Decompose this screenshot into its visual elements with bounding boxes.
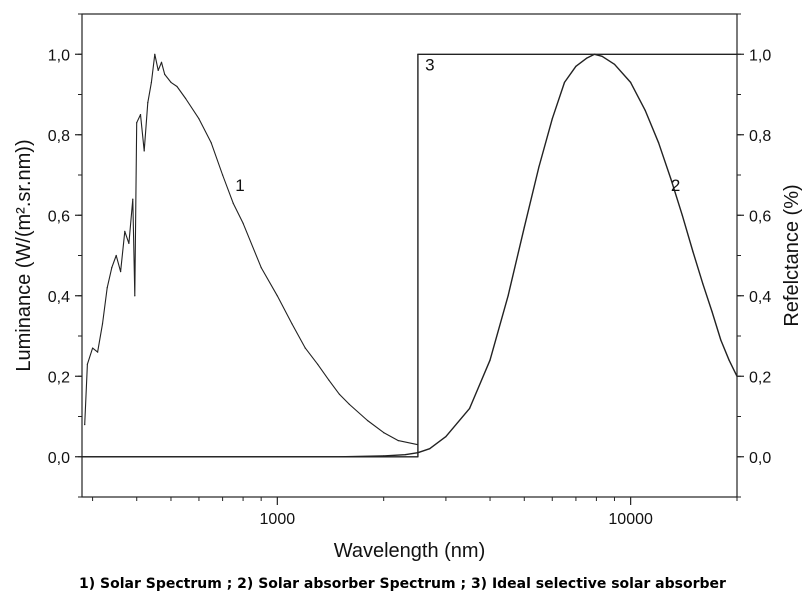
x-tick-label: 1000 [260, 511, 296, 528]
series-1-point [128, 242, 130, 244]
figure-caption: 1) Solar Spectrum ; 2) Solar absorber Sp… [79, 576, 726, 592]
series-2-point [585, 57, 588, 59]
series-1-point [147, 102, 149, 104]
series-1-point [97, 351, 99, 353]
series-1-point [111, 267, 113, 269]
y-right-axis-label: Refelctance (%) [781, 184, 803, 326]
series-2-point [563, 81, 566, 83]
series-1-point [260, 267, 262, 269]
series-3-point [417, 456, 419, 458]
series-2-point [523, 226, 525, 228]
series-1-point [132, 198, 134, 200]
series-1-point [86, 363, 88, 365]
series-2-point [630, 81, 632, 83]
series-1-point [328, 379, 330, 381]
y-right-tick-label: 0,4 [749, 289, 771, 306]
series-1-point [124, 230, 126, 232]
series-layer [81, 53, 738, 458]
y-left-tick-label: 0,6 [48, 208, 70, 225]
series-2-point [613, 63, 616, 65]
y-left-tick-label: 0,2 [48, 369, 70, 386]
series-1-point [139, 114, 142, 116]
series-2-point [507, 295, 509, 297]
y-right-tick-label: 1,0 [749, 47, 771, 64]
series-2-label: 2 [671, 176, 680, 195]
y-right-tick-label: 0,8 [749, 128, 771, 145]
series-1-point [84, 424, 86, 426]
series-1-point [317, 363, 319, 365]
series-1-point [157, 69, 159, 71]
series-1-point [101, 323, 104, 325]
series-2-point [644, 110, 646, 112]
series-1-point [92, 347, 94, 349]
labels-layer: 0,0 0,0 0,2 0,2 0,4 0,4 0,6 0,6 0,8 0,8 1,0 1,0 1000… [13, 47, 803, 562]
series-1-point [150, 81, 152, 83]
series-2-point [658, 142, 660, 144]
series-1-point [276, 295, 278, 297]
series-1-label: 1 [235, 176, 244, 195]
y-left-tick-label: 0,0 [48, 450, 70, 467]
y-right-tick-label: 0,6 [749, 208, 771, 225]
series-1-point [304, 347, 306, 349]
x-tick-label: 10000 [608, 511, 653, 528]
axes [75, 13, 744, 505]
x-axis-label: Wavelength (nm) [334, 540, 486, 562]
series-1-point [106, 287, 108, 289]
series-3-line [82, 53, 737, 458]
series-1-point [232, 202, 234, 204]
series-1-point [348, 403, 350, 405]
series-1-point [164, 73, 166, 75]
series-2-point [489, 359, 491, 361]
series-1-point [115, 254, 117, 257]
series-2-point [702, 283, 704, 285]
series-1-point [338, 393, 341, 395]
series-2-point [575, 65, 577, 67]
y-right-tick-label: 0,2 [749, 369, 771, 386]
series-2-point [720, 339, 722, 341]
series-1-point [366, 419, 369, 422]
series-2-point [445, 436, 447, 438]
series-1-point [120, 271, 122, 273]
series-3-label: 3 [425, 55, 434, 74]
series-3-point [81, 456, 83, 458]
series-1-point [198, 118, 200, 120]
y-left-axis-label: Luminance (W/(m².sr.nm)) [13, 139, 35, 371]
series-1-point [185, 97, 187, 100]
series-1-point [170, 81, 172, 83]
series-1-point [383, 432, 385, 434]
series-2-point [469, 407, 471, 409]
series-2-point [692, 250, 694, 253]
series-2-point [670, 178, 672, 180]
series-2-point [728, 359, 730, 361]
series-2-point [429, 448, 431, 450]
series-1-point [143, 150, 145, 152]
series-1-point [136, 122, 138, 124]
series-2-point [404, 454, 406, 456]
series-2-point [736, 375, 738, 377]
series-1-point [291, 323, 293, 325]
series-3-point [736, 53, 738, 55]
series-1-line [84, 53, 419, 446]
y-left-tick-label: 0,8 [48, 128, 70, 145]
y-left-tick-label: 1,0 [48, 47, 70, 64]
series-2-point [551, 118, 553, 120]
series-1-point [242, 222, 244, 224]
series-1-point [154, 53, 156, 55]
series-2-line [82, 53, 738, 458]
y-left-tick-label: 0,4 [48, 289, 70, 306]
series-2-point [538, 166, 540, 168]
series-1-point [397, 440, 399, 442]
series-2-point [711, 311, 713, 313]
series-1-point [176, 85, 178, 88]
series-2-point [681, 214, 683, 216]
series-2-point [601, 55, 603, 57]
series-1-point [134, 295, 136, 297]
plot-frame [81, 13, 738, 498]
series-1-point [210, 142, 212, 144]
y-right-tick-label: 0,0 [749, 450, 771, 467]
series-3-point [417, 53, 419, 55]
series-1-point [160, 61, 163, 63]
series-1-point [222, 174, 224, 176]
